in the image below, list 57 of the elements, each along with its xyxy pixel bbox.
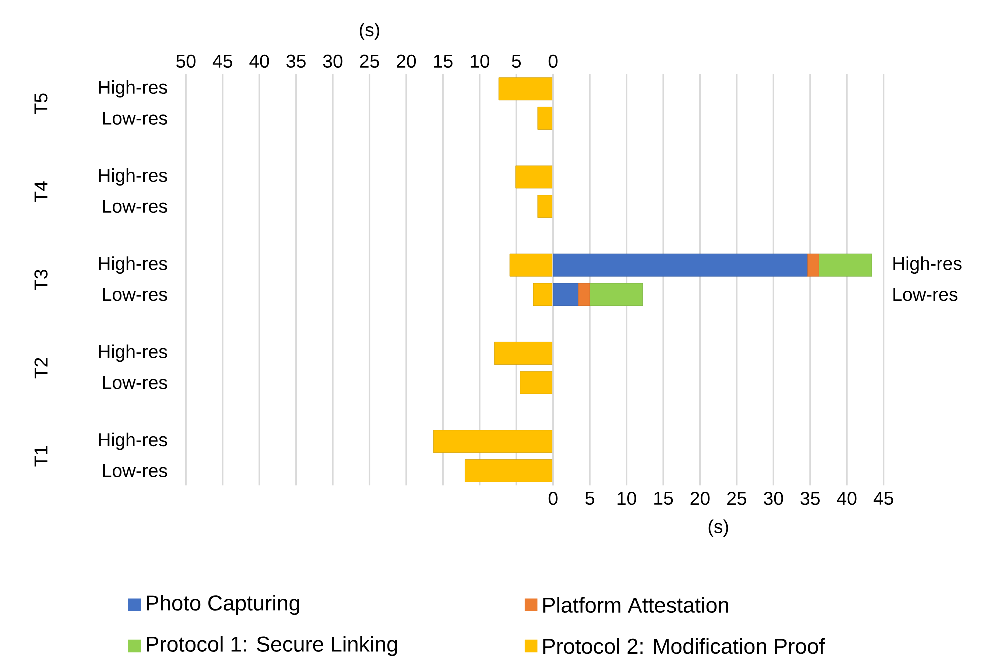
- bar: [538, 107, 554, 130]
- bar: [465, 460, 554, 483]
- x-tick-label: 40: [837, 492, 857, 506]
- bar: [510, 254, 554, 277]
- bar: [807, 254, 820, 277]
- x-tick-label: 25: [360, 54, 380, 68]
- text: T4: [34, 182, 48, 202]
- y-tick-label: High-res: [99, 80, 168, 98]
- x-tick-label: 35: [800, 492, 820, 506]
- x-tick-label: 30: [764, 492, 784, 506]
- x-tick-label: 0: [548, 54, 558, 68]
- x-axis-title: (s): [360, 23, 380, 40]
- legend-label: Platform Attestation: [544, 597, 728, 614]
- y-tick-label: High-res: [99, 344, 168, 362]
- x-tick-label: 15: [434, 55, 453, 68]
- x-tick-label: 5: [586, 492, 594, 506]
- x-tick-label: 20: [397, 54, 416, 68]
- x-axis-title: (s): [708, 520, 728, 538]
- y-tick-label: Low-res: [103, 376, 168, 390]
- legend-label: Protocol 2: Modification Proof: [544, 638, 826, 654]
- y-tick-label: Low-res: [103, 288, 168, 302]
- x-tick-label: 15: [654, 492, 674, 506]
- bar: [819, 254, 872, 277]
- bar: [498, 78, 554, 101]
- bar: [494, 342, 554, 366]
- bar: [590, 283, 644, 306]
- bar: [538, 195, 554, 218]
- y-tick-label: Low-res: [103, 464, 168, 478]
- x-tick-label: 35: [286, 54, 306, 68]
- x-tick-label: 50: [176, 54, 196, 68]
- text: T5: [34, 94, 48, 114]
- legend-label: Photo Capturing: [147, 595, 300, 616]
- legend-label: Protocol 1: Secure Linking: [147, 636, 398, 656]
- bar: [433, 430, 554, 454]
- x-tick-label: 20: [690, 492, 710, 506]
- x-tick-label: 5: [512, 55, 522, 68]
- x-tick-label: 10: [618, 492, 636, 506]
- y-tick-label: Low-res: [103, 112, 168, 126]
- text: T2: [34, 358, 48, 379]
- x-tick-label: 0: [548, 492, 558, 506]
- y-tick-label: Low-res: [894, 288, 958, 302]
- bar: [520, 371, 554, 394]
- x-tick-label: 25: [728, 492, 747, 506]
- y-tick-label: High-res: [894, 256, 962, 274]
- y-tick-label: High-res: [99, 433, 168, 450]
- x-tick-label: 45: [212, 55, 232, 68]
- text: T3: [34, 270, 48, 291]
- y-tick-label: High-res: [99, 256, 168, 274]
- y-tick-label: Low-res: [103, 200, 168, 214]
- y-tick-label: High-res: [99, 168, 168, 186]
- x-tick-label: 40: [250, 54, 270, 68]
- x-tick-label: 10: [470, 54, 490, 68]
- x-tick-label: 30: [323, 54, 343, 68]
- x-tick-label: 45: [874, 492, 894, 506]
- text: T1: [34, 446, 48, 467]
- bar: [516, 166, 554, 189]
- bar: [578, 283, 590, 306]
